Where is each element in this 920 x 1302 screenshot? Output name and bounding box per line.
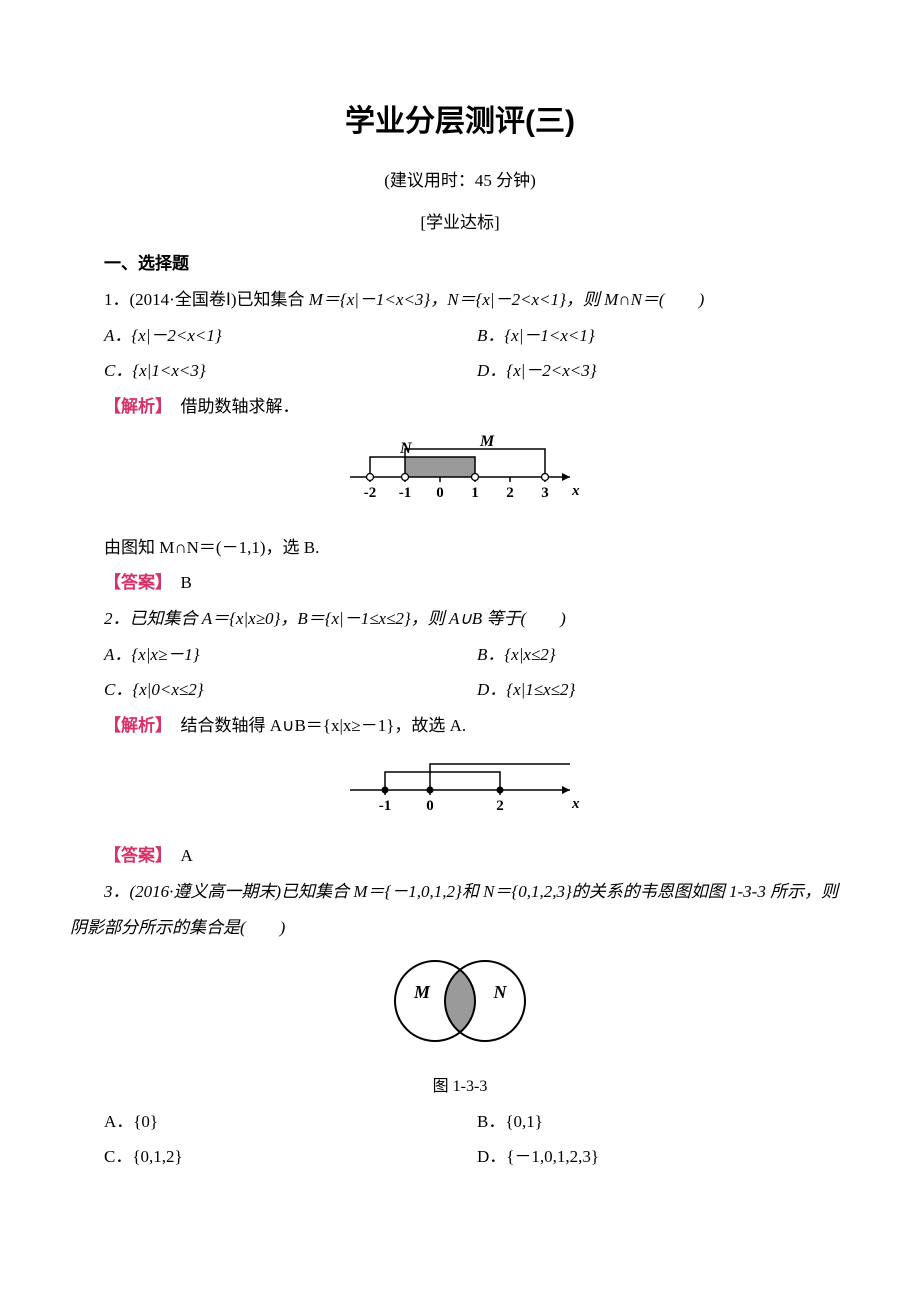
svg-text:2: 2 <box>506 485 514 501</box>
q2-answer-val: A <box>181 846 193 865</box>
page-subtitle: (建议用时：45 分钟) <box>70 163 850 199</box>
svg-text:0: 0 <box>426 798 434 814</box>
q1-options: A．{x|－2<x<1} B．{x|－1<x<1} C．{x|1<x<3} D．… <box>70 318 850 389</box>
page-title: 学业分层测评(三) <box>70 90 850 153</box>
q1-optD: D．{x|－2<x<3} <box>477 353 850 389</box>
svg-text:-2: -2 <box>364 485 377 501</box>
svg-text:-1: -1 <box>399 485 412 501</box>
q1-figure: NM-2-10123x <box>70 431 850 524</box>
svg-text:0: 0 <box>436 485 444 501</box>
q2-optD: D．{x|1≤x≤2} <box>477 672 850 708</box>
q2-stem-text: 2．已知集合 A＝{x|x≥0}，B＝{x|－1≤x≤2}，则 A∪B 等于( … <box>104 609 566 628</box>
q3-stem: 3．(2016·遵义高一期末)已知集合 M＝{－1,0,1,2}和 N＝{0,1… <box>70 874 850 945</box>
q1-M: M＝{x|－1<x<3}， <box>309 290 447 309</box>
q3-optA: A．{0} <box>104 1104 477 1140</box>
q1-N: N＝{x|－2<x<1}，则 <box>447 290 604 309</box>
q1-answer: 【答案】 B <box>70 565 850 601</box>
svg-text:M: M <box>413 982 431 1002</box>
q2-figure: -1 0 2 x <box>70 750 850 833</box>
q2-stem: 2．已知集合 A＝{x|x≥0}，B＝{x|－1≤x≤2}，则 A∪B 等于( … <box>70 601 850 637</box>
svg-text:N: N <box>493 982 508 1002</box>
number-line-icon: -1 0 2 x <box>330 750 590 820</box>
q1-analysis: 【解析】 借助数轴求解． <box>70 389 850 425</box>
q3-optB: B．{0,1} <box>477 1104 850 1140</box>
svg-text:2: 2 <box>496 798 504 814</box>
q2-analysis: 【解析】 结合数轴得 A∪B＝{x|x≥－1}，故选 A. <box>70 708 850 744</box>
q2-optB: B．{x|x≤2} <box>477 637 850 673</box>
q3-optC: C．{0,1,2} <box>104 1139 477 1175</box>
q2-answer: 【答案】 A <box>70 838 850 874</box>
number-line-icon: NM-2-10123x <box>330 431 590 511</box>
answer-label: 【答案】 <box>104 846 164 865</box>
analysis-label: 【解析】 <box>104 716 164 735</box>
q1-tail: M∩N＝( ) <box>604 290 704 309</box>
q3-optD: D．{－1,0,1,2,3} <box>477 1139 850 1175</box>
q2-options: A．{x|x≥－1} B．{x|x≤2} C．{x|0<x≤2} D．{x|1≤… <box>70 637 850 708</box>
answer-label: 【答案】 <box>104 573 164 592</box>
q1-analysis-text: 借助数轴求解． <box>181 397 300 416</box>
svg-text:x: x <box>571 483 580 499</box>
q1-optC: C．{x|1<x<3} <box>104 353 477 389</box>
svg-text:1: 1 <box>471 485 479 501</box>
svg-text:-1: -1 <box>379 798 392 814</box>
q3-stem-text: 3．(2016·遵义高一期末)已知集合 M＝{－1,0,1,2}和 N＝{0,1… <box>70 882 838 937</box>
q1-conclusion: 由图知 M∩N＝(－1,1)，选 B. <box>70 530 850 566</box>
q2-optA: A．{x|x≥－1} <box>104 637 477 673</box>
svg-text:3: 3 <box>541 485 549 501</box>
q2-optC: C．{x|0<x≤2} <box>104 672 477 708</box>
svg-text:M: M <box>479 433 495 450</box>
q1-optA: A．{x|－2<x<1} <box>104 318 477 354</box>
venn-diagram-icon: MN <box>350 951 570 1051</box>
q3-options: A．{0} B．{0,1} C．{0,1,2} D．{－1,0,1,2,3} <box>70 1104 850 1175</box>
section-header: [学业达标] <box>70 205 850 241</box>
svg-text:x: x <box>571 796 580 812</box>
q1-optB: B．{x|－1<x<1} <box>477 318 850 354</box>
q1-answer-val: B <box>181 573 192 592</box>
q1-stem-pre: 1．(2014·全国卷Ⅰ)已知集合 <box>104 290 309 309</box>
heading-choice: 一、选择题 <box>70 246 850 282</box>
q2-analysis-text: 结合数轴得 A∪B＝{x|x≥－1}，故选 A. <box>181 716 467 735</box>
q1-stem: 1．(2014·全国卷Ⅰ)已知集合 M＝{x|－1<x<3}，N＝{x|－2<x… <box>70 282 850 318</box>
q3-figure: MN <box>70 951 850 1064</box>
q3-figcap: 图 1-3-3 <box>70 1070 850 1104</box>
analysis-label: 【解析】 <box>104 397 164 416</box>
